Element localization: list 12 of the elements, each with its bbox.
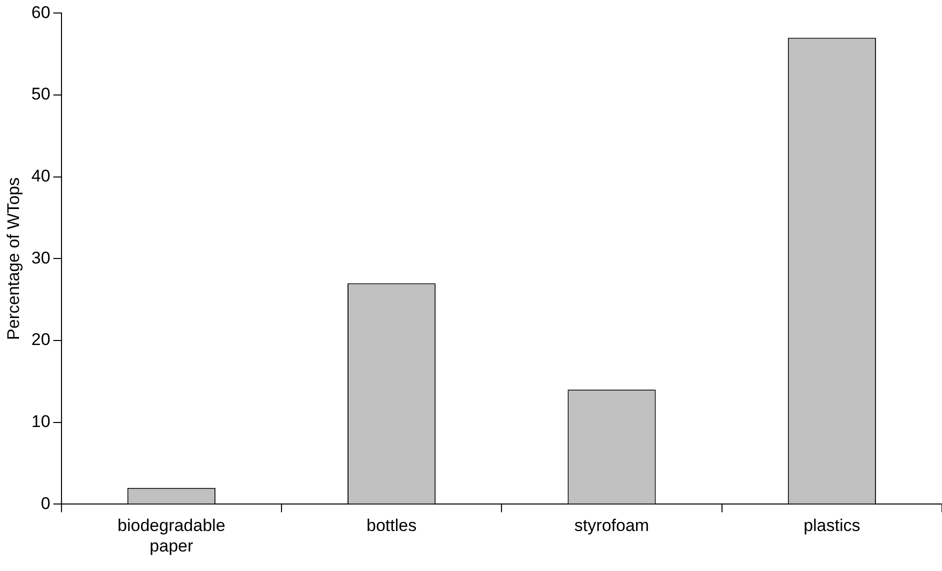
y-tick-label: 60 [31,2,50,22]
y-tick-label: 50 [31,84,50,104]
y-axis-title: Percentage of WTops [4,177,23,340]
y-tick-label: 30 [31,248,50,268]
y-tick-label: 40 [31,166,50,186]
x-tick-label: biodegradable paper [118,516,226,556]
x-tick-label: plastics [804,516,860,536]
y-tick-label: 10 [31,412,50,432]
y-tick-label: 20 [31,330,50,350]
x-tick-label: styrofoam [574,516,650,536]
x-tick-label: bottles [366,516,417,536]
y-tick-label: 0 [40,494,50,513]
